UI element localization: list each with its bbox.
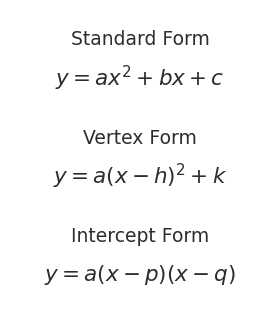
Text: Intercept Form: Intercept Form	[71, 227, 209, 246]
Text: Vertex Form: Vertex Form	[83, 129, 197, 148]
Text: $y = ax^2 + bx + c$: $y = ax^2 + bx + c$	[55, 63, 225, 93]
Text: $y = a(x - p)(x - q)$: $y = a(x - p)(x - q)$	[44, 263, 236, 287]
Text: $y = a(x - h)^2 + k$: $y = a(x - h)^2 + k$	[53, 162, 227, 191]
Text: Standard Form: Standard Form	[71, 30, 209, 49]
